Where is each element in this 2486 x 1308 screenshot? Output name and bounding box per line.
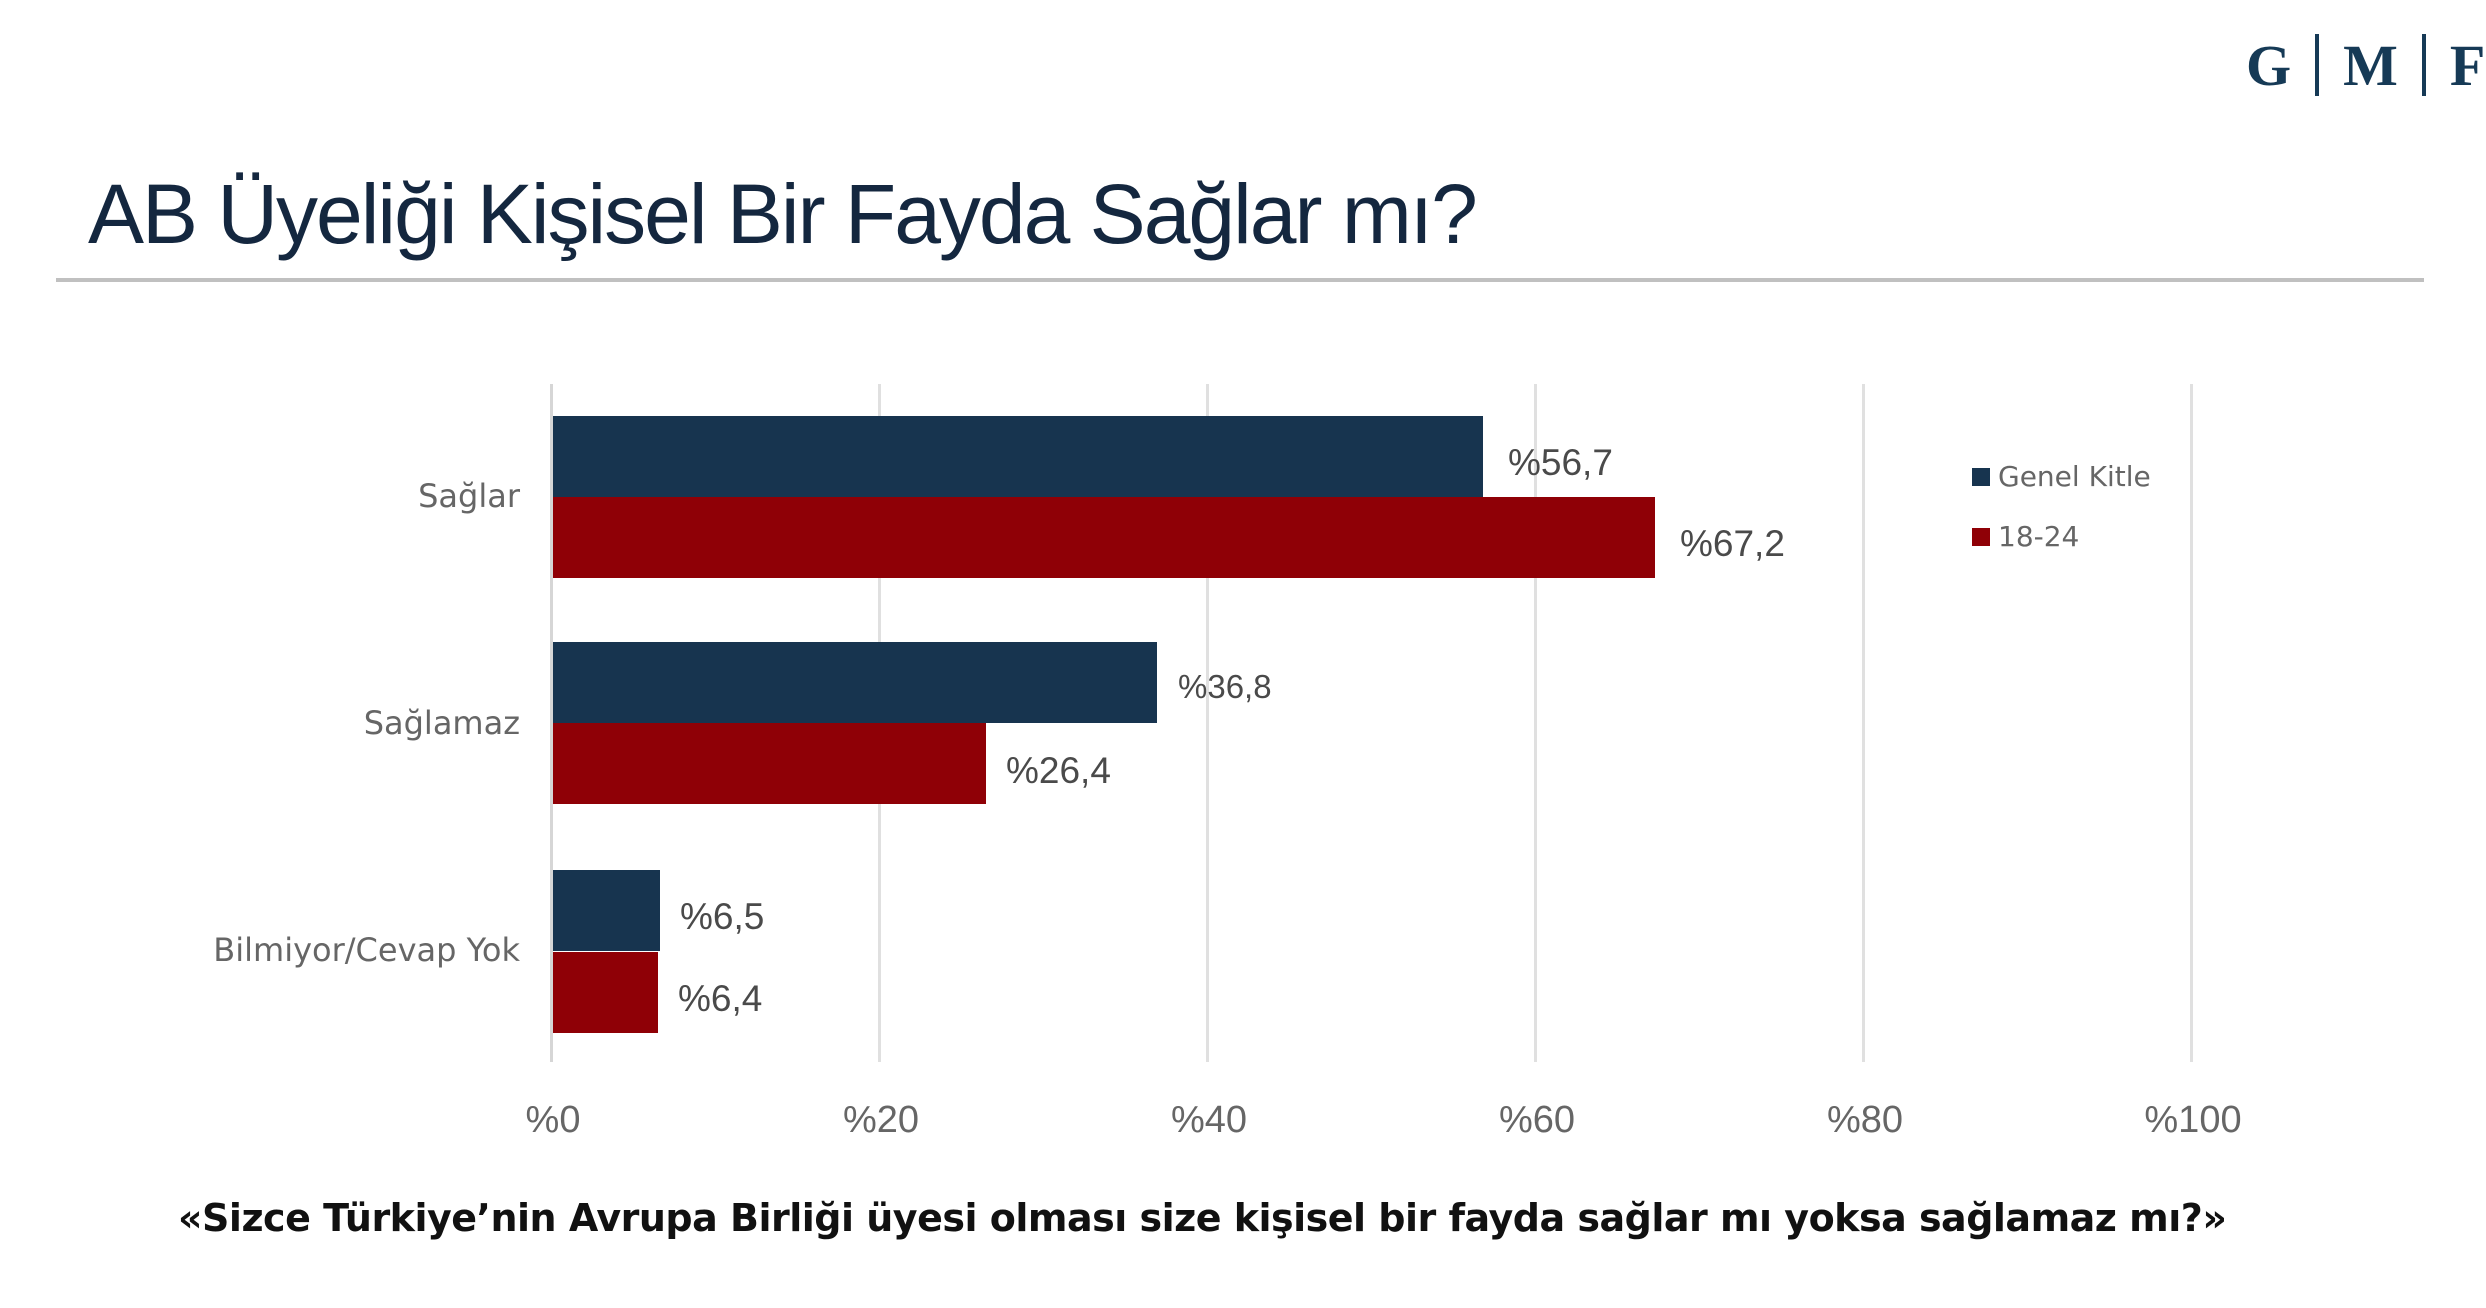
x-tick-40: %40 (1170, 1099, 1248, 1141)
value-label-saglamaz-18-24: %26,4 (1006, 750, 1111, 791)
logo-letter-m: M (2343, 32, 2398, 98)
legend-swatch-red-icon (1972, 527, 1990, 546)
x-tick-100: %100 (2144, 1099, 2242, 1141)
bar-bilmiyor-18-24 (553, 952, 658, 1033)
value-label-saglar-18-24: %67,2 (1680, 523, 1785, 564)
gmf-logo: G M F (2246, 30, 2485, 100)
legend-swatch-navy-icon (1972, 467, 1990, 486)
legend-label: Genel Kitle (1998, 460, 2151, 493)
category-label-bilmiyor: Bilmiyor/Cevap Yok (213, 931, 520, 969)
title-divider (56, 278, 2424, 282)
gridline-40 (1206, 384, 1209, 1062)
value-label-saglamaz-genel-kitle: %36,8 (1178, 668, 1272, 705)
legend-label: 18-24 (1998, 520, 2080, 553)
x-tick-60: %60 (1498, 1099, 1576, 1141)
gridline-0 (550, 384, 553, 1062)
bar-saglamaz-18-24 (553, 723, 986, 804)
survey-question: «Sizce Türkiye’nin Avrupa Birliği üyesi … (178, 1196, 2227, 1240)
value-label-bilmiyor-18-24: %6,4 (678, 978, 763, 1019)
logo-divider (2421, 34, 2426, 96)
gridline-80 (1862, 384, 1865, 1062)
gridline-100 (2190, 384, 2193, 1062)
page-title: AB Üyeliği Kişisel Bir Fayda Sağlar mı? (88, 167, 1478, 261)
value-label-bilmiyor-genel-kitle: %6,5 (680, 896, 765, 937)
value-label-saglar-genel-kitle: %56,7 (1508, 442, 1613, 483)
bar-saglar-genel-kitle (553, 416, 1483, 497)
bar-saglamaz-genel-kitle (553, 642, 1157, 723)
category-label-saglamaz: Sağlamaz (363, 704, 520, 742)
legend-item-18-24: 18-24 (1972, 520, 2079, 553)
bar-saglar-18-24 (553, 497, 1655, 578)
x-tick-80: %80 (1826, 1099, 1904, 1141)
bar-bilmiyor-genel-kitle (553, 870, 660, 951)
category-label-saglar: Sağlar (418, 477, 520, 515)
logo-letter-g: G (2246, 32, 2292, 98)
x-tick-20: %20 (842, 1099, 920, 1141)
logo-letter-f: F (2449, 32, 2486, 98)
legend-item-genel-kitle: Genel Kitle (1972, 460, 2151, 493)
gridline-60 (1534, 384, 1537, 1062)
x-tick-0: %0 (525, 1099, 581, 1141)
logo-divider (2315, 34, 2320, 96)
